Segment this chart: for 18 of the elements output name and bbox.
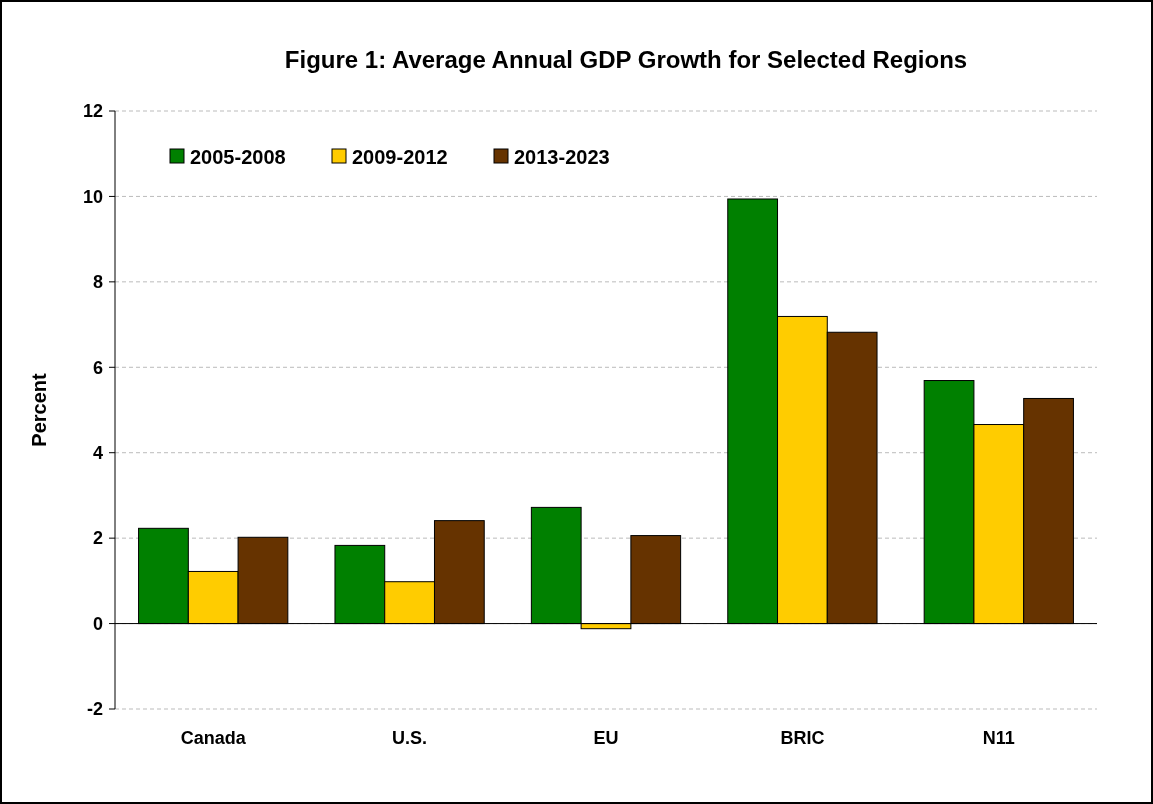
x-tick-label: U.S. [392,728,428,748]
y-axis-title: Percent [28,372,50,447]
y-tick-label: 4 [92,443,103,464]
legend-label: 2009-2012 [352,146,448,168]
y-tick-label: 10 [82,186,103,207]
x-tick-label: EU [593,728,619,748]
y-tick-label: 6 [92,357,103,378]
x-tick-label: N11 [982,728,1015,748]
y-tick-label: 0 [92,613,103,634]
y-tick-label: 2 [92,528,103,549]
chart-title: Figure 1: Average Annual GDP Growth for Selected Regions [284,46,968,73]
x-tick-label: Canada [180,728,247,748]
x-tick-label: BRIC [780,728,825,748]
y-tick-label: 8 [92,272,103,293]
legend-label: 2013-2023 [514,146,610,168]
y-tick-label: 12 [82,101,103,122]
legend-label: 2005-2008 [190,146,286,168]
y-tick-label: -2 [86,699,103,720]
